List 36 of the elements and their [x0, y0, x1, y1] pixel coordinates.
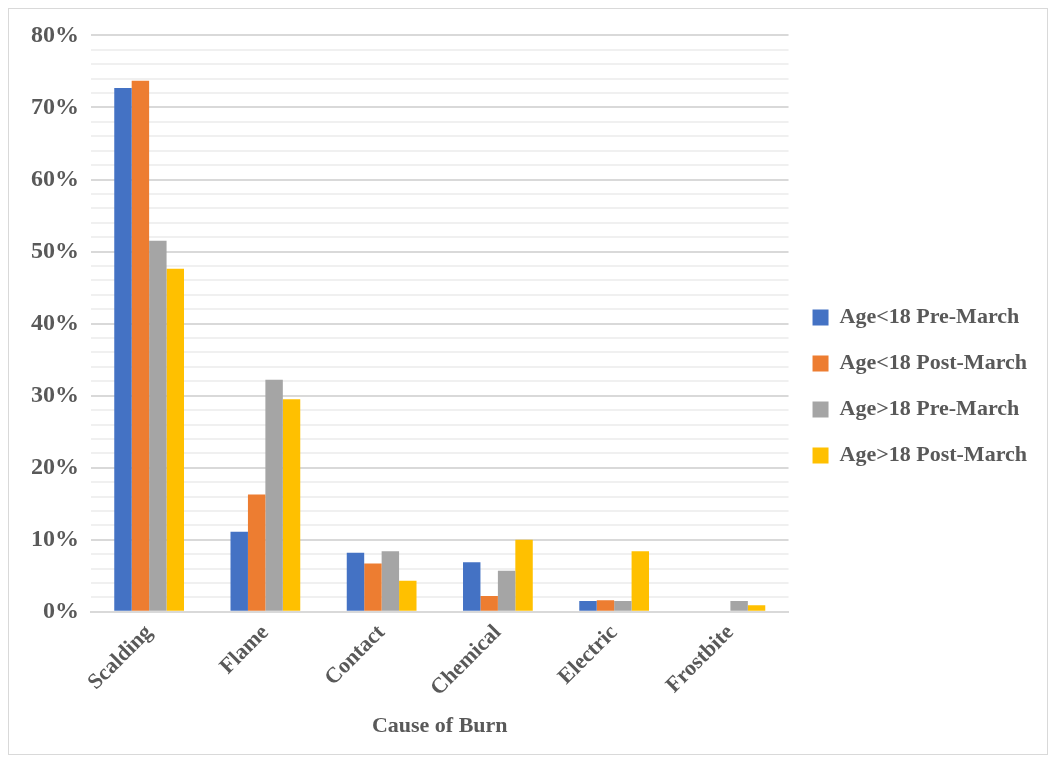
bar [114, 88, 132, 611]
y-tick-label: 60% [31, 164, 79, 191]
y-tick-label: 30% [31, 380, 79, 407]
bar [247, 494, 266, 611]
bar [230, 531, 248, 611]
legend-label: Age>18 Post-March [839, 441, 1028, 467]
bar [149, 240, 167, 611]
bar [747, 605, 766, 611]
bar [399, 580, 417, 611]
bar [282, 399, 301, 611]
bar [631, 551, 650, 611]
bar [515, 539, 533, 611]
y-tick-label: 70% [31, 92, 79, 119]
y-tick-label: 10% [31, 525, 79, 551]
bar [730, 601, 748, 611]
x-axis-title: Cause of Burn [371, 712, 508, 738]
y-tick-label: 40% [31, 308, 79, 335]
legend-label: Age>18 Pre-March [839, 395, 1020, 421]
bar [364, 563, 382, 611]
bar [579, 601, 597, 611]
bar [265, 379, 283, 611]
bar [614, 601, 632, 611]
bar [131, 80, 150, 611]
legend-label: Age<18 Post-March [839, 349, 1028, 375]
bar [480, 596, 498, 611]
bar [596, 600, 615, 611]
bar [346, 552, 365, 611]
y-tick-label: 50% [31, 236, 79, 263]
bar [463, 562, 481, 611]
bar [497, 570, 516, 611]
bar [166, 268, 184, 611]
y-tick-label: 0% [43, 597, 79, 624]
y-tick-label: 80% [31, 20, 79, 47]
bar [381, 551, 400, 611]
y-tick-label: 20% [31, 452, 79, 479]
legend-label: Age<18 Pre-March [839, 303, 1020, 329]
